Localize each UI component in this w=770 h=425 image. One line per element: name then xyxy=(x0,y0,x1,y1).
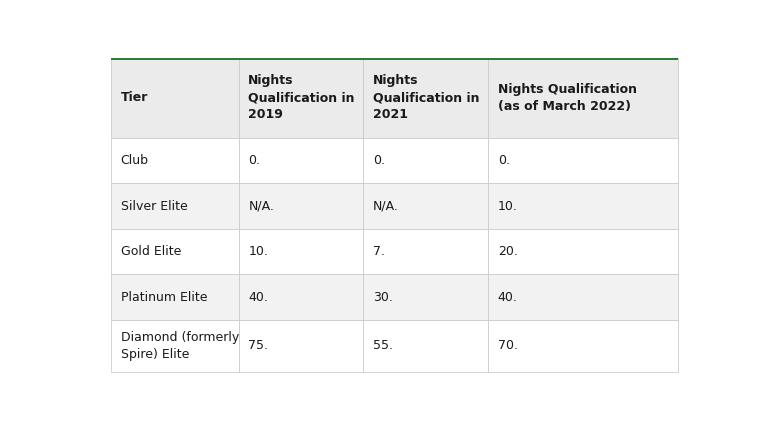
Text: 75.: 75. xyxy=(248,339,268,352)
Text: 40.: 40. xyxy=(497,291,517,304)
Text: 0.: 0. xyxy=(373,154,385,167)
Bar xyxy=(111,183,239,229)
Bar xyxy=(111,57,678,60)
Text: N/A.: N/A. xyxy=(248,199,274,212)
Text: Diamond (formerly
Spire) Elite: Diamond (formerly Spire) Elite xyxy=(121,331,239,361)
Bar xyxy=(488,229,678,275)
Text: 55.: 55. xyxy=(373,339,393,352)
Bar xyxy=(239,183,363,229)
Bar xyxy=(488,57,678,138)
Bar xyxy=(111,275,239,320)
Bar xyxy=(363,275,488,320)
Text: N/A.: N/A. xyxy=(373,199,399,212)
Text: 10.: 10. xyxy=(248,245,268,258)
Bar xyxy=(239,138,363,183)
Text: Platinum Elite: Platinum Elite xyxy=(121,291,207,304)
Bar xyxy=(239,57,363,138)
Text: 10.: 10. xyxy=(497,199,517,212)
Text: 30.: 30. xyxy=(373,291,393,304)
Bar xyxy=(111,229,239,275)
Text: 40.: 40. xyxy=(248,291,268,304)
Text: 20.: 20. xyxy=(497,245,517,258)
Bar xyxy=(363,320,488,372)
Text: 0.: 0. xyxy=(248,154,260,167)
Text: 70.: 70. xyxy=(497,339,517,352)
Text: Nights
Qualification in
2019: Nights Qualification in 2019 xyxy=(248,74,355,121)
Text: 0.: 0. xyxy=(497,154,510,167)
Bar xyxy=(488,275,678,320)
Bar xyxy=(239,275,363,320)
Bar xyxy=(111,57,239,138)
Bar xyxy=(363,57,488,138)
Text: Tier: Tier xyxy=(121,91,148,104)
Bar xyxy=(239,229,363,275)
Text: Nights Qualification
(as of March 2022): Nights Qualification (as of March 2022) xyxy=(497,82,637,113)
Bar xyxy=(111,138,239,183)
Bar xyxy=(488,138,678,183)
Text: Silver Elite: Silver Elite xyxy=(121,199,187,212)
Bar xyxy=(363,138,488,183)
Bar xyxy=(488,320,678,372)
Text: Club: Club xyxy=(121,154,149,167)
Bar xyxy=(363,183,488,229)
Text: Nights
Qualification in
2021: Nights Qualification in 2021 xyxy=(373,74,480,121)
Bar xyxy=(488,183,678,229)
Text: Gold Elite: Gold Elite xyxy=(121,245,181,258)
Bar xyxy=(111,320,239,372)
Bar xyxy=(239,320,363,372)
Bar xyxy=(363,229,488,275)
Text: 7.: 7. xyxy=(373,245,385,258)
